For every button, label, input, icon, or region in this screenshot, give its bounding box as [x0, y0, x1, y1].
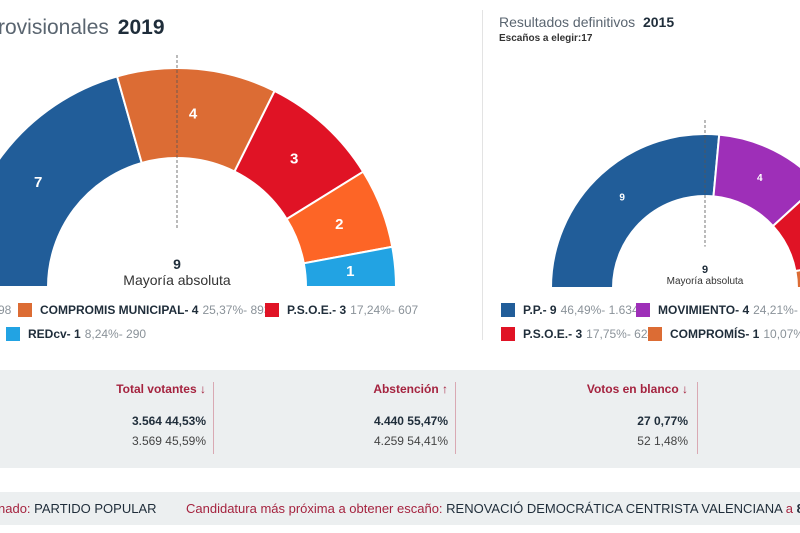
last-seat-value: PARTIDO POPULAR: [34, 501, 157, 516]
seat-segment: [302, 245, 398, 288]
legend-item: 98: [0, 303, 11, 317]
title-text: Resultados definitivos: [499, 14, 636, 30]
title-year: 2019: [117, 16, 165, 39]
next-seat: Candidatura más próxima a obtener escaño…: [186, 492, 800, 525]
legend-swatch: [265, 303, 279, 317]
left-title: rovisionales 2019: [0, 16, 165, 40]
seat-count-label: 7: [34, 174, 42, 191]
legend-name: COMPROMÍS- 1: [670, 327, 760, 341]
seat-count-label: 4: [189, 106, 198, 123]
seats-value: 17: [581, 33, 593, 44]
right-title: Resultados definitivos 2015: [499, 14, 674, 30]
stat-label: Abstención: [373, 382, 439, 396]
seat-segment: [794, 269, 800, 289]
seat-segment: [771, 200, 800, 273]
stat-votos-blanco: Votos en blanco ↓ 27 0,77% 52 1,48%: [587, 382, 688, 448]
next-seat-votes: 89: [797, 501, 800, 516]
legend-item: COMPROMIS MUNICIPAL- 4 25,37%- 893: [18, 303, 271, 317]
seats-to-elect: Escaños a elegir:17: [499, 33, 592, 44]
arrow-down-icon: ↓: [682, 382, 688, 396]
legend-swatch: [636, 303, 650, 317]
arrow-up-icon: ↑: [442, 382, 448, 396]
legend-detail: 46,49%- 1.634: [560, 303, 639, 317]
parliament-charts: 743219431: [0, 55, 800, 289]
legend-swatch: [648, 327, 662, 341]
stat-divider: [213, 382, 214, 454]
title-text: rovisionales: [0, 16, 109, 39]
legend-detail: 17,75%- 624: [586, 327, 655, 341]
legend-swatch: [501, 303, 515, 317]
seat-count-label: 1: [346, 263, 354, 280]
legend-item: P.S.O.E.- 3 17,24%- 607: [265, 303, 418, 317]
majority-label: Mayoría absoluta: [123, 272, 231, 288]
majority-value: 9: [701, 264, 709, 276]
legend-name: P.P.- 9: [523, 303, 557, 317]
seat-segment: [0, 75, 143, 288]
stat-divider: [697, 382, 698, 454]
legend-detail: 24,21%- 8: [753, 303, 800, 317]
legend-detail: 17,24%- 607: [350, 303, 419, 317]
seat-count-label: 4: [757, 173, 763, 184]
next-seat-a: a: [785, 501, 793, 516]
seat-count-label: 9: [619, 192, 625, 203]
last-seat-label: nado:: [0, 501, 31, 516]
seat-info-strip: nado: PARTIDO POPULAR Candidatura más pr…: [0, 492, 800, 525]
next-seat-label: Candidatura más próxima a obtener escaño…: [186, 501, 443, 516]
arrow-down-icon: ↓: [200, 382, 206, 396]
legend-name: P.S.O.E.- 3: [523, 327, 583, 341]
stat-previous: 3.569 45,59%: [131, 434, 206, 448]
section-divider: [482, 10, 483, 340]
legend-swatch: [18, 303, 32, 317]
stat-current: 4.440 55,47%: [373, 414, 448, 428]
stat-current: 27 0,77%: [637, 414, 688, 428]
legend-name: REDcv- 1: [28, 327, 81, 341]
title-year: 2015: [642, 14, 675, 30]
participation-stats: Total votantes ↓ 3.564 44,53% 3.569 45,5…: [0, 370, 800, 468]
legend-name: MOVIMIENTO- 4: [658, 303, 750, 317]
seat-segment: [712, 133, 800, 228]
stat-current: 3.564 44,53%: [131, 414, 206, 428]
seat-count-label: 3: [290, 150, 298, 167]
legend-name: COMPROMIS MUNICIPAL- 4: [40, 303, 199, 317]
legend-item: P.S.O.E.- 3 17,75%- 624: [501, 327, 654, 341]
legend-item: MOVIMIENTO- 424,21%- 8: [636, 303, 800, 317]
stat-divider: [455, 382, 456, 454]
legend-name: P.S.O.E.- 3: [287, 303, 347, 317]
legend-swatch: [6, 327, 20, 341]
legend-detail: 8,24%- 290: [84, 327, 147, 341]
legend-item: COMPROMÍS- 110,07%-: [648, 327, 800, 341]
right-majority: 9 Mayoría absoluta: [667, 264, 744, 287]
legend-item: P.P.- 9 46,49%- 1.634: [501, 303, 639, 317]
legend-detail: 10,07%-: [763, 327, 800, 341]
majority-value: 9: [173, 256, 181, 272]
stat-previous: 52 1,48%: [637, 434, 688, 448]
legend-swatch: [501, 327, 515, 341]
stat-total-votantes: Total votantes ↓ 3.564 44,53% 3.569 45,5…: [116, 382, 206, 448]
legend-item: REDcv- 1 8,24%- 290: [6, 327, 146, 341]
seat-count-label: 2: [335, 216, 343, 233]
legend-detail: 25,37%- 893: [202, 303, 271, 317]
stat-abstencion: Abstención ↑ 4.440 55,47% 4.259 54,41%: [373, 382, 448, 448]
next-seat-party: RENOVACIÓ DEMOCRÁTICA CENTRISTA VALENCIA…: [446, 501, 783, 516]
seats-label: Escaños a elegir:: [499, 33, 582, 44]
seat-segment: [549, 133, 721, 289]
stat-previous: 4.259 54,41%: [373, 434, 448, 448]
legend-detail: 98: [0, 303, 12, 317]
majority-label: Mayoría absoluta: [666, 276, 744, 287]
left-majority: 9 Mayoría absoluta: [123, 256, 230, 288]
stat-label: Total votantes: [116, 382, 197, 396]
last-seat: nado: PARTIDO POPULAR: [0, 492, 157, 525]
stat-label: Votos en blanco: [586, 382, 679, 396]
